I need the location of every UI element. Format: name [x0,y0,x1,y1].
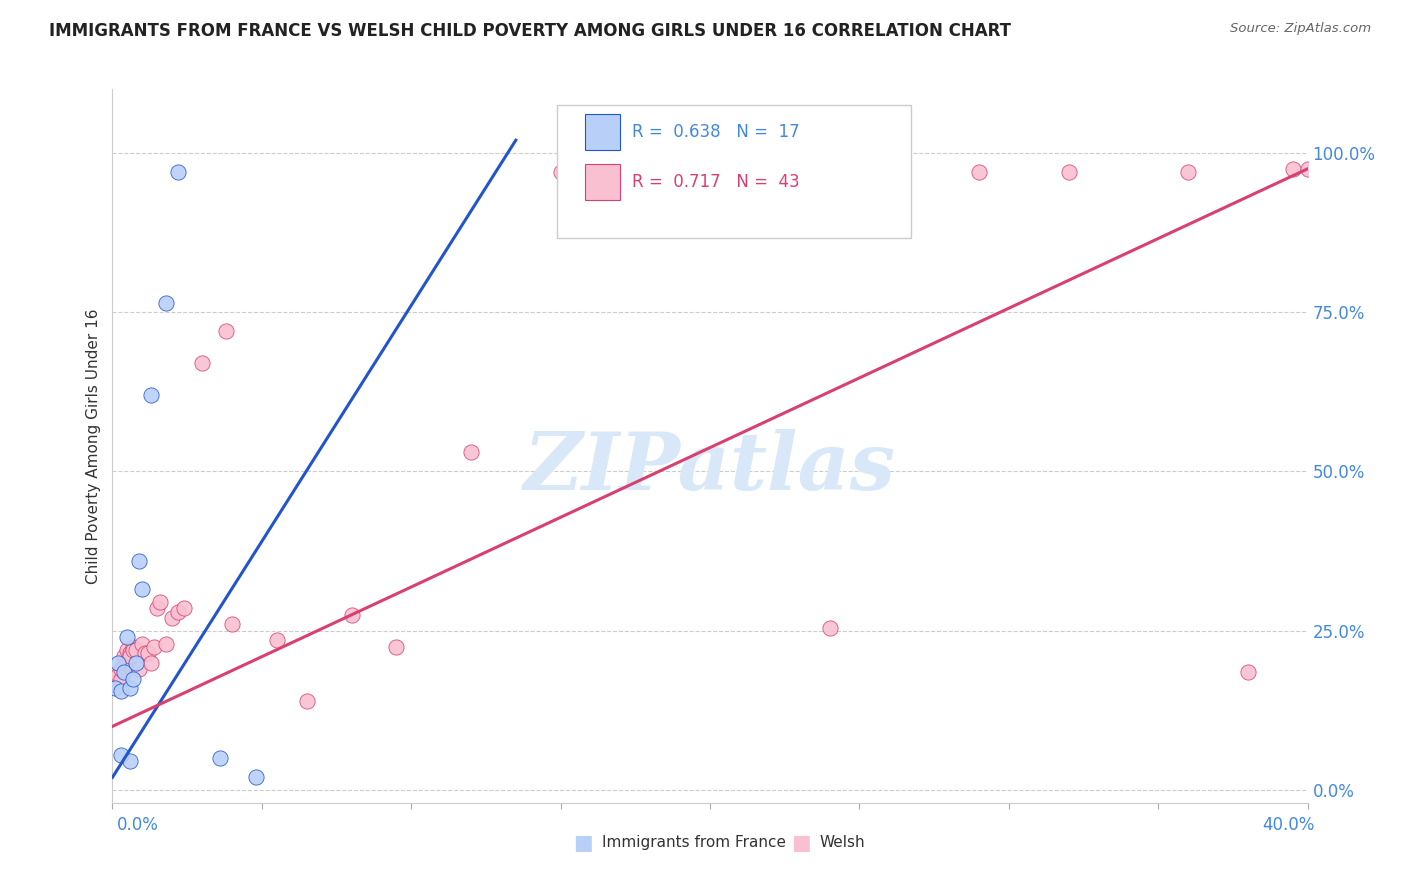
Point [131,582,153,597]
Point [104,681,127,695]
Text: ■: ■ [574,833,593,853]
Text: 0.0%: 0.0% [117,816,159,834]
Point [215,324,238,338]
Point [155,636,177,650]
Point [162,611,183,625]
Text: Welsh: Welsh [820,836,865,850]
Point [128,554,150,568]
Point [117,630,139,644]
Point [110,662,132,676]
Point [149,595,172,609]
Point [131,636,153,650]
Point [120,681,142,695]
Point [191,356,214,370]
Point [107,656,129,670]
FancyBboxPatch shape [585,114,620,150]
Point [114,649,135,664]
FancyBboxPatch shape [557,105,911,237]
Point [141,388,163,402]
Point [110,672,132,686]
Point [117,656,139,670]
Point [143,640,166,654]
Point [699,165,721,179]
Point [1057,165,1080,179]
Y-axis label: Child Poverty Among Girls Under 16: Child Poverty Among Girls Under 16 [86,309,101,583]
Point [120,649,142,664]
Point [107,668,129,682]
Point [120,646,142,660]
Point [125,656,148,670]
Point [266,633,288,648]
Point [340,607,363,622]
Point [110,747,132,762]
Point [173,601,195,615]
Point [114,658,135,673]
Point [146,601,169,615]
Text: Immigrants from France: Immigrants from France [602,836,786,850]
Point [1296,161,1319,176]
Point [167,165,190,179]
Point [104,678,127,692]
Text: IMMIGRANTS FROM FRANCE VS WELSH CHILD POVERTY AMONG GIRLS UNDER 16 CORRELATION C: IMMIGRANTS FROM FRANCE VS WELSH CHILD PO… [49,22,1011,40]
Point [967,165,990,179]
Point [120,755,142,769]
Point [155,295,177,310]
Point [550,165,572,179]
Point [114,665,135,680]
Point [138,646,160,660]
Point [1177,165,1199,179]
Point [117,643,139,657]
Point [128,662,150,676]
Text: 40.0%: 40.0% [1263,816,1315,834]
Point [122,640,145,654]
Point [1281,161,1303,176]
Point [107,674,129,689]
Point [141,656,163,670]
Point [122,643,145,657]
Point [122,672,145,686]
Point [818,621,841,635]
Text: Source: ZipAtlas.com: Source: ZipAtlas.com [1230,22,1371,36]
Text: ■: ■ [792,833,811,853]
FancyBboxPatch shape [585,164,620,200]
Point [245,770,267,784]
Text: ZIPatlas: ZIPatlas [524,429,896,506]
Point [460,445,482,459]
Point [385,640,408,654]
Text: R =  0.638   N =  17: R = 0.638 N = 17 [633,123,800,141]
Point [295,694,318,708]
Point [208,751,231,765]
Point [1237,665,1260,680]
Point [134,646,156,660]
Text: R =  0.717   N =  43: R = 0.717 N = 43 [633,173,800,191]
Point [125,643,148,657]
Point [110,684,132,698]
Point [221,617,243,632]
Point [167,605,190,619]
